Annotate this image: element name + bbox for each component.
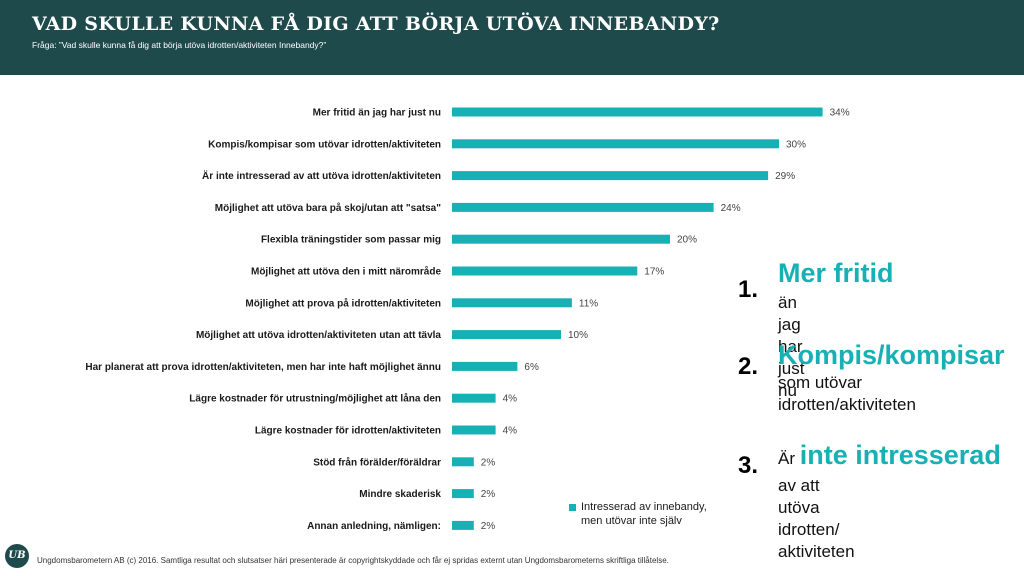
data-label: 11% (579, 298, 598, 309)
page-subtitle: Fråga: ”Vad skulle kunna få dig att börj… (32, 40, 327, 50)
rank-number: 3. (738, 452, 759, 479)
data-label: 17% (644, 267, 664, 278)
header-banner: VAD SKULLE KUNNA FÅ DIG ATT BÖRJA UTÖVA … (0, 0, 1024, 75)
data-label: 2% (481, 489, 496, 500)
rank-heading-prefix: Är (778, 449, 800, 468)
bar (452, 298, 572, 308)
rank-description-line: aktiviteten (778, 542, 855, 561)
bar (452, 266, 638, 276)
rank-heading: Mer fritid (778, 258, 894, 288)
category-label: Lägre kostnader för utrustning/möjlighet… (189, 393, 441, 405)
bar (452, 425, 496, 435)
data-label: 20% (677, 235, 697, 246)
category-label: Har planerat att prova idrotten/aktivite… (85, 362, 441, 373)
category-label: Är inte intresserad av att utöva idrotte… (202, 169, 441, 182)
rank-description: som utövar idrotten/aktiviteten (778, 372, 916, 416)
category-label: Lägre kostnader för idrotten/aktiviteten (255, 426, 441, 437)
bar (452, 393, 496, 403)
rank-description-line: än jag har just nu (778, 293, 805, 400)
category-label: Flexibla träningstider som passar mig (261, 235, 441, 246)
bar (452, 107, 823, 117)
data-label: 34% (830, 108, 850, 119)
category-label: Stöd från förälder/föräldrar (313, 456, 441, 468)
data-label: 29% (775, 171, 795, 182)
data-label: 30% (786, 139, 806, 150)
rank-number: 1. (738, 276, 759, 303)
data-label: 24% (721, 203, 741, 214)
legend-label: Intresserad av innebandy, men utövar int… (581, 500, 707, 528)
data-label: 4% (503, 394, 518, 405)
data-label: 2% (481, 457, 496, 468)
bar (452, 234, 670, 244)
footer-copyright: Ungdomsbarometern AB (c) 2016. Samtliga … (37, 556, 669, 565)
rank-heading: Är inte intresserad (778, 440, 1001, 471)
data-label: 2% (481, 521, 496, 532)
rank-heading-main: inte intresserad (799, 440, 1001, 470)
bar (452, 489, 474, 499)
bar (452, 330, 561, 340)
bar (452, 139, 779, 149)
rank-number: 2. (738, 353, 759, 380)
bar (452, 202, 714, 212)
rank-description: av att utöva idrotten/ aktiviteten (778, 475, 855, 563)
legend-label-line2: men utövar inte själv (581, 515, 682, 527)
category-label: Mer fritid än jag har just nu (313, 108, 441, 119)
category-label: Annan anledning, nämligen: (307, 521, 441, 532)
bar (452, 361, 518, 371)
category-label: Möjlighet att utöva den i mitt närområde (251, 266, 441, 278)
legend-label-line1: Intresserad av innebandy, (581, 501, 707, 513)
category-label: Möjlighet att prova på idrotten/aktivite… (245, 297, 441, 309)
category-label: Mindre skaderisk (359, 489, 441, 500)
data-label: 10% (568, 330, 588, 341)
rank-description-line: som utövar (778, 373, 863, 392)
bar (452, 520, 474, 530)
data-label: 4% (503, 426, 518, 437)
data-label: 6% (524, 362, 539, 373)
category-label: Kompis/kompisar som utövar idrotten/akti… (208, 139, 441, 150)
category-label: Möjlighet att utöva bara på skoj/utan at… (215, 202, 441, 214)
rank-description: än jag har just nu (778, 292, 804, 402)
rank-description-line: idrotten/aktiviteten (778, 395, 916, 414)
rank-heading: Kompis/kompisar (778, 340, 1005, 370)
ungdomsbarometern-logo: UB (5, 544, 29, 568)
bar (452, 171, 769, 181)
legend-swatch (569, 504, 576, 511)
rank-description-line: av att utöva idrotten/ (778, 476, 840, 539)
bar (452, 457, 474, 467)
category-label: Möjlighet att utöva idrotten/aktiviteten… (196, 330, 441, 341)
page-title: VAD SKULLE KUNNA FÅ DIG ATT BÖRJA UTÖVA … (32, 13, 720, 35)
